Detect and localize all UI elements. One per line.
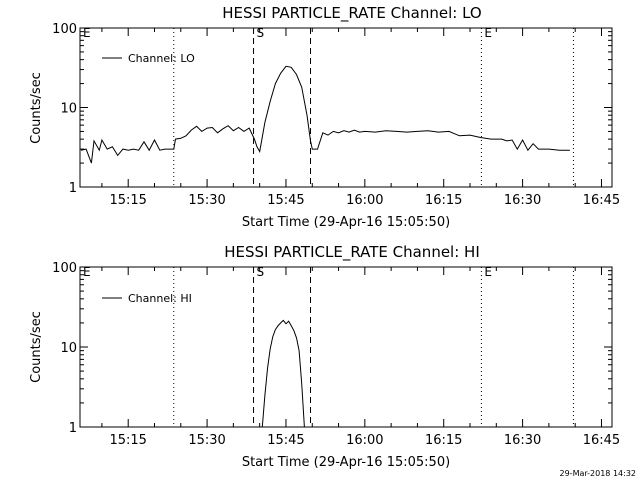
x-tick-label: 16:45 bbox=[583, 193, 620, 208]
x-tick-label: 16:00 bbox=[346, 193, 383, 208]
chart-panel-hi: HESSI PARTICLE_RATE Channel: HI Counts/s… bbox=[29, 243, 620, 470]
legend-label: Channel: HI bbox=[128, 292, 192, 305]
x-tick-label: 16:15 bbox=[425, 433, 462, 448]
x-tick-label: 15:45 bbox=[267, 193, 304, 208]
series-line bbox=[261, 319, 305, 428]
chart-title: HESSI PARTICLE_RATE Channel: LO bbox=[222, 4, 481, 23]
footer-timestamp: 29-Mar-2018 14:32 bbox=[560, 469, 637, 478]
series-lines bbox=[80, 65, 570, 164]
marker-label: S bbox=[257, 265, 265, 279]
plot-frame bbox=[79, 266, 613, 428]
y-tick-label: 1 bbox=[69, 421, 77, 436]
y-tick-label: 100 bbox=[52, 261, 77, 276]
plot-area bbox=[79, 266, 613, 428]
y-axis-label: Counts/sec bbox=[29, 311, 44, 383]
x-tick-label: 15:30 bbox=[188, 193, 225, 208]
y-tick-label: 1 bbox=[69, 181, 77, 196]
marker-label: E bbox=[83, 26, 91, 40]
series-lines bbox=[261, 319, 305, 428]
legend: Channel: LO bbox=[102, 52, 195, 65]
chart-title: HESSI PARTICLE_RATE Channel: HI bbox=[224, 243, 480, 262]
x-tick-label: 16:45 bbox=[583, 433, 620, 448]
x-tick-label: 15:15 bbox=[109, 433, 146, 448]
marker-label: S bbox=[257, 26, 265, 40]
x-axis-label: Start Time (29-Apr-16 15:05:50) bbox=[242, 215, 450, 230]
x-tick-label: 15:30 bbox=[188, 433, 225, 448]
x-tick-label: 16:30 bbox=[504, 193, 541, 208]
y-tick-label: 100 bbox=[52, 22, 77, 37]
axis-ticks: 1 10 100 15:15 15:30 15:45 16:00 16:15 16:30 16:4… bbox=[52, 261, 620, 448]
legend: Channel: HI bbox=[102, 292, 192, 305]
marker-label: E bbox=[83, 265, 91, 279]
axis-ticks: 1 10 100 15:15 15:30 15:45 16:00 16:15 16:30 16:4… bbox=[52, 22, 620, 208]
x-tick-label: 16:30 bbox=[504, 433, 541, 448]
x-axis-label: Start Time (29-Apr-16 15:05:50) bbox=[242, 455, 450, 470]
marker-label: E bbox=[484, 26, 492, 40]
x-tick-label: 15:45 bbox=[267, 433, 304, 448]
y-tick-label: 10 bbox=[60, 341, 77, 356]
marker-label: E bbox=[484, 265, 492, 279]
x-tick-label: 15:15 bbox=[109, 193, 146, 208]
x-tick-label: 16:15 bbox=[425, 193, 462, 208]
series-line bbox=[80, 65, 570, 164]
y-tick-label: 10 bbox=[60, 102, 77, 117]
x-tick-label: 16:00 bbox=[346, 433, 383, 448]
legend-label: Channel: LO bbox=[128, 52, 195, 65]
y-axis-label: Counts/sec bbox=[29, 72, 44, 144]
chart-panel-lo: HESSI PARTICLE_RATE Channel: LO Counts/s… bbox=[29, 4, 620, 230]
